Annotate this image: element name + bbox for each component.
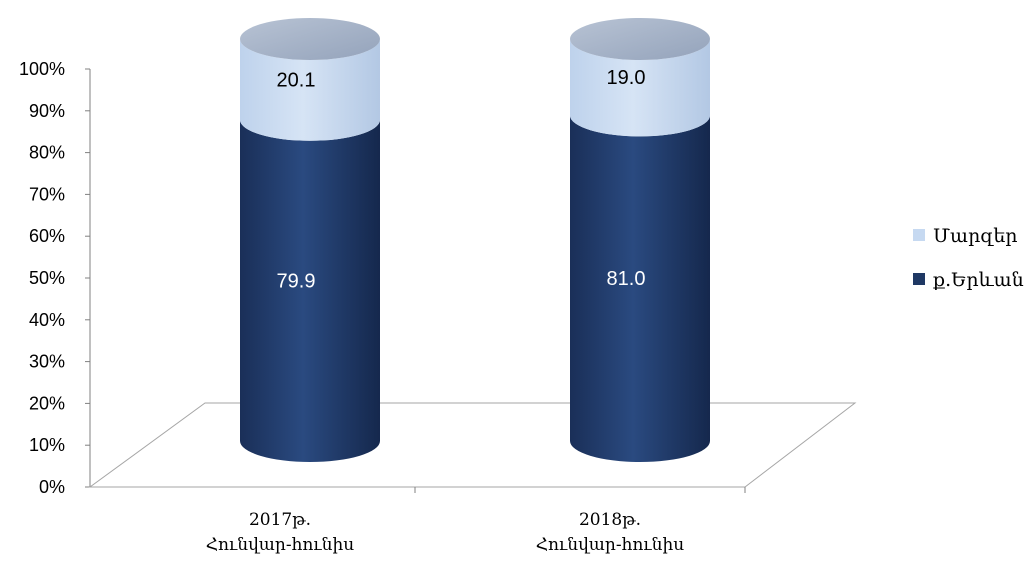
y-tick-label: 100% <box>19 59 65 79</box>
bar-segment <box>570 39 710 137</box>
y-tick-label: 40% <box>29 310 65 330</box>
y-tick-label: 20% <box>29 393 65 413</box>
x-tick-label: 2017թ. Հունվար-հունիս <box>206 510 354 555</box>
legend-swatch <box>913 273 925 285</box>
axis-layer: 0% 10% 20% 30% 40% 50% 60% 70% 80% 90% 100% 2017թ. Հ… <box>19 59 857 555</box>
bar-segment <box>240 119 380 462</box>
legend-swatch <box>913 229 925 241</box>
y-tick-label: 60% <box>29 226 65 246</box>
bar-top-cap <box>240 18 380 60</box>
chart-floor <box>88 402 857 488</box>
data-label: 79.9 <box>277 270 316 292</box>
y-tick-label: 30% <box>29 352 65 372</box>
legend-label: Մարզեր <box>933 225 1018 247</box>
y-tick-label: 50% <box>29 268 65 288</box>
y-tick-label: 80% <box>29 143 65 163</box>
y-tick-label: 70% <box>29 184 65 204</box>
bar-segment <box>240 39 380 141</box>
bar-segment <box>570 115 710 462</box>
data-label: 19.0 <box>607 67 646 89</box>
bars-layer <box>240 18 710 462</box>
y-tick-label: 90% <box>29 101 65 121</box>
y-tick-label: 0% <box>39 477 65 497</box>
legend-label: ք.Երևան <box>933 269 1024 291</box>
y-tick-label: 10% <box>29 435 65 455</box>
labels-layer: 79.9 20.1 81.0 19.0 <box>277 67 646 292</box>
bar-top-cap <box>570 18 710 60</box>
data-label: 20.1 <box>277 69 316 91</box>
x-tick-label: 2018թ. Հունվար-հունիս <box>536 510 684 555</box>
data-label: 81.0 <box>607 268 646 290</box>
legend: Մարզեր ք.Երևան <box>913 225 1024 291</box>
